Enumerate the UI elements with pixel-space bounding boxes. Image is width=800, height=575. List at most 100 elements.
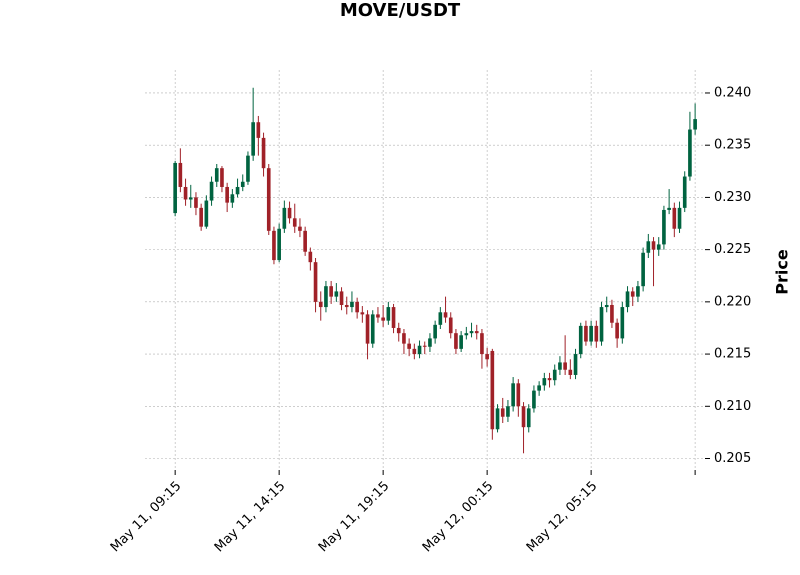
candle-body: [682, 176, 687, 208]
candle-body: [480, 333, 484, 355]
candle-body: [641, 252, 645, 287]
candle-body: [474, 331, 479, 334]
chart-title: MOVE/USDT: [340, 0, 461, 21]
candle-body: [381, 317, 385, 321]
candle-body: [334, 291, 339, 297]
candle-body: [240, 181, 245, 187]
candle-body: [178, 162, 183, 187]
candle-body: [547, 378, 552, 381]
candle-body: [662, 209, 666, 245]
candle-body: [511, 383, 515, 407]
candle-body: [422, 345, 427, 347]
candle-body: [443, 312, 448, 318]
candle-body: [464, 333, 469, 336]
candle-body: [448, 317, 453, 334]
y-tick-label: 0.230: [714, 190, 751, 205]
y-tick-label: 0.235: [714, 138, 751, 153]
candle-body: [620, 307, 625, 339]
candle-body: [230, 194, 235, 203]
candle-body: [261, 137, 266, 169]
candle-body: [235, 186, 240, 195]
y-axis-label: Price: [773, 249, 792, 295]
candle-body: [292, 218, 297, 227]
candle-body: [625, 291, 630, 308]
candle-body: [636, 286, 640, 297]
y-tick-label: 0.220: [714, 294, 751, 309]
candle-body: [573, 354, 578, 375]
candle-body: [688, 129, 692, 177]
candle-body: [188, 197, 193, 200]
candle-body: [329, 286, 333, 297]
candle-body: [173, 162, 177, 214]
candle-body: [402, 333, 406, 344]
candle-body: [672, 207, 677, 229]
y-tick-label: 0.225: [714, 242, 751, 257]
candle-body: [396, 327, 401, 334]
y-tick-label: 0.210: [714, 399, 751, 414]
candle-body: [272, 230, 276, 261]
candle-body: [407, 343, 411, 349]
candle-body: [339, 291, 344, 305]
y-tick-label: 0.240: [714, 85, 751, 100]
candle-body: [521, 406, 526, 428]
candle-body: [298, 226, 302, 231]
candle-body: [558, 362, 562, 370]
candle-body: [646, 241, 651, 253]
x-tick-label: May 11, 09:15: [108, 479, 185, 556]
candle-body: [308, 251, 313, 263]
candle-body: [433, 324, 437, 339]
candle-body: [246, 155, 250, 182]
candle-body: [542, 378, 547, 386]
candle-body: [277, 228, 281, 261]
candle-body: [506, 406, 510, 417]
candle-body: [220, 168, 224, 187]
candle-body: [199, 207, 203, 227]
candle-body: [552, 369, 557, 381]
candle-body: [589, 325, 593, 342]
candle-body: [225, 186, 229, 203]
candle-body: [454, 333, 458, 349]
candle-body: [344, 304, 349, 308]
candle-body: [599, 307, 604, 342]
candle-body: [469, 331, 474, 334]
candle-body: [485, 354, 489, 360]
candle-body: [376, 314, 380, 318]
candle-body: [324, 286, 328, 308]
candle-body: [490, 350, 495, 430]
candle-body: [214, 168, 219, 182]
candle-body: [370, 314, 375, 344]
candle-body: [594, 325, 599, 342]
candle-body: [693, 119, 697, 130]
candle-body: [615, 322, 619, 339]
candle-body: [677, 207, 682, 229]
candle-body: [584, 325, 588, 342]
candle-body: [438, 312, 443, 325]
candle-body: [386, 307, 391, 321]
candle-body: [183, 186, 188, 200]
candle-body: [282, 207, 287, 229]
candle-body: [194, 197, 198, 208]
candle-body: [209, 181, 214, 201]
x-tick-label: May 12, 00:15: [420, 479, 497, 556]
candle-body: [412, 348, 417, 355]
candle-body: [578, 325, 583, 355]
candle-body: [651, 241, 656, 250]
candle-body: [516, 383, 521, 407]
candle-body: [360, 312, 365, 315]
candle-body: [428, 338, 432, 347]
candle-body: [604, 304, 609, 308]
y-tick-label: 0.215: [714, 347, 751, 362]
y-tick-label: 0.205: [714, 451, 751, 466]
x-tick-label: May 11, 14:15: [212, 479, 289, 556]
candle-body: [667, 207, 671, 210]
candle-body: [391, 307, 396, 328]
candle-body: [532, 390, 536, 409]
candle-body: [610, 304, 614, 323]
candle-body: [318, 301, 323, 308]
candle-body: [365, 314, 370, 344]
candle-body: [495, 408, 500, 430]
candle-body: [355, 301, 359, 313]
x-tick-label: May 12, 05:15: [524, 479, 601, 556]
candle-body: [459, 335, 463, 349]
